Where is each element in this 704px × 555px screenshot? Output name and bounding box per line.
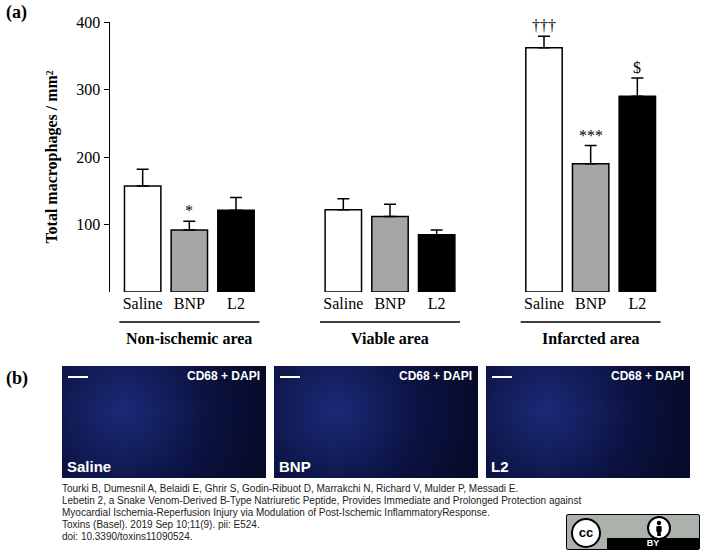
html-text:CD68 + DAPI: CD68 + DAPI bbox=[611, 369, 684, 383]
svg-text:***: *** bbox=[579, 127, 603, 144]
html-text:Toxins (Basel). 2019 Sep 10;11: Toxins (Basel). 2019 Sep 10;11(9). pii: … bbox=[62, 519, 260, 530]
html-text:Myocardial Ischemia-Reperfusio: Myocardial Ischemia-Reperfusion Injury v… bbox=[62, 507, 490, 518]
svg-text:400: 400 bbox=[76, 14, 100, 31]
html-text:CD68 + DAPI: CD68 + DAPI bbox=[187, 369, 260, 383]
svg-text:300: 300 bbox=[76, 81, 100, 98]
svg-text:Saline: Saline bbox=[123, 295, 163, 312]
html-text:(b): (b) bbox=[6, 368, 28, 388]
svg-text:*: * bbox=[185, 202, 193, 219]
svg-text:BNP: BNP bbox=[174, 295, 205, 312]
html-text:Tourki B, Dumesnil A, Belaidi: Tourki B, Dumesnil A, Belaidi E, Ghrir S… bbox=[62, 483, 519, 494]
html-text:(a): (a) bbox=[6, 2, 27, 22]
svg-text:BNP: BNP bbox=[374, 295, 405, 312]
html-text:CD68 + DAPI: CD68 + DAPI bbox=[399, 369, 472, 383]
html-text:BY: BY bbox=[646, 538, 660, 548]
html-text:BNP: BNP bbox=[279, 458, 311, 475]
html-text:L2: L2 bbox=[491, 458, 509, 475]
html-text:Lebetin 2, a Snake Venom-Deriv: Lebetin 2, a Snake Venom-Derived B-Type … bbox=[62, 495, 582, 506]
html-text:Saline: Saline bbox=[67, 458, 112, 475]
svg-text:Infarcted area: Infarcted area bbox=[542, 330, 640, 347]
svg-text:200: 200 bbox=[76, 149, 100, 166]
svg-text:Total macrophages / mm²: Total macrophages / mm² bbox=[43, 70, 61, 243]
svg-text:L2: L2 bbox=[628, 295, 646, 312]
svg-text:L2: L2 bbox=[227, 295, 245, 312]
svg-text:†††: ††† bbox=[532, 17, 556, 34]
svg-text:Saline: Saline bbox=[323, 295, 363, 312]
svg-text:BNP: BNP bbox=[575, 295, 606, 312]
svg-text:100: 100 bbox=[76, 216, 100, 233]
html-text:doi: 10.3390/toxins11090524.: doi: 10.3390/toxins11090524. bbox=[62, 531, 193, 542]
svg-text:L2: L2 bbox=[428, 295, 446, 312]
svg-text:Viable area: Viable area bbox=[351, 330, 429, 347]
html-text:cc: cc bbox=[578, 525, 594, 540]
svg-text:$: $ bbox=[633, 59, 641, 76]
svg-text:Non-ischemic area: Non-ischemic area bbox=[126, 330, 252, 347]
svg-text:Saline: Saline bbox=[524, 295, 564, 312]
